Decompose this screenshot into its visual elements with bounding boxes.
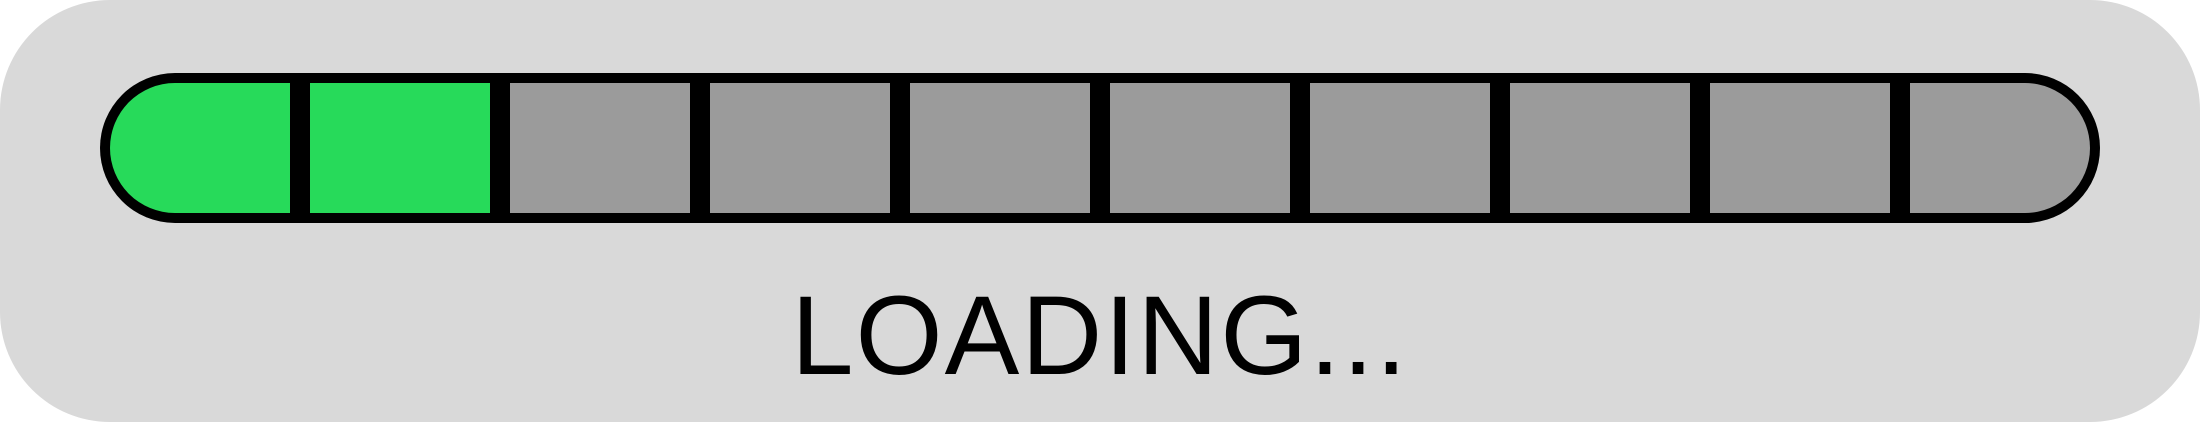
progress-segment-empty (1910, 83, 2090, 213)
loading-progress-bar (100, 73, 2100, 223)
progress-segment-empty (710, 83, 890, 213)
progress-segment-empty (510, 83, 690, 213)
loading-label: LOADING... (791, 273, 1409, 398)
progress-segment-filled (110, 83, 290, 213)
progress-segment-empty (1710, 83, 1890, 213)
progress-segment-empty (1110, 83, 1290, 213)
progress-segment-filled (310, 83, 490, 213)
progress-segment-empty (1310, 83, 1490, 213)
progress-segment-empty (1510, 83, 1690, 213)
progress-segment-empty (910, 83, 1090, 213)
